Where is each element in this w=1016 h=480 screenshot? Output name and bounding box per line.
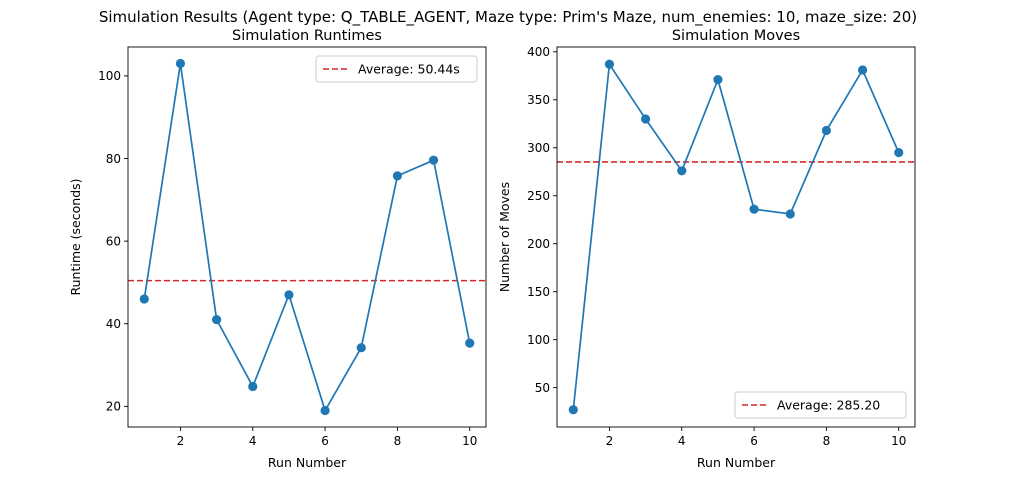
y-tick-label: 400	[527, 45, 550, 59]
legend: Average: 285.20	[734, 391, 907, 419]
axes-frame	[556, 46, 916, 428]
data-point	[677, 166, 687, 176]
x-tick-label: 10	[462, 434, 477, 448]
x-tick-label: 4	[678, 434, 686, 448]
data-point	[356, 343, 366, 353]
data-point	[749, 204, 759, 214]
x-tick-label: 4	[249, 434, 257, 448]
data-point	[568, 405, 578, 415]
data-point	[785, 209, 795, 219]
runtimes-panel: Simulation Runtimes 2 4 6 8 10 20 40 60 80 100 Run …	[68, 28, 487, 470]
x-tick-label: 10	[891, 434, 906, 448]
y-tick-label: 200	[527, 237, 550, 251]
data-point	[211, 315, 222, 325]
y-tick-label: 100	[98, 69, 121, 83]
data-point	[713, 75, 723, 85]
x-tick-label: 8	[823, 434, 831, 448]
chart-title: Simulation Runtimes	[232, 28, 382, 44]
y-tick-label: 350	[527, 93, 550, 107]
legend-label: Average: 285.20	[777, 397, 880, 412]
y-axis-label: Runtime (seconds)	[68, 178, 83, 295]
y-tick-label: 300	[527, 141, 550, 155]
data-point	[139, 294, 149, 304]
chart-title: Simulation Moves	[672, 28, 800, 44]
y-tick-label: 60	[106, 234, 121, 248]
legend-box	[734, 391, 907, 419]
y-tick-label: 20	[106, 400, 121, 414]
series-line	[143, 63, 471, 413]
data-point	[604, 59, 615, 69]
data-point	[640, 114, 651, 124]
data-point	[857, 65, 868, 75]
legend-label: Average: 50.44s	[358, 61, 460, 76]
series-line	[572, 61, 900, 410]
y-tick-label: 250	[527, 189, 550, 203]
y-tick-label: 100	[527, 333, 550, 347]
data-point	[392, 171, 403, 181]
data-point	[248, 381, 258, 392]
moves-panel: Simulation Moves 2 4 6 8 10 50 100 150 200 250 300 3…	[497, 28, 916, 470]
data-point	[465, 338, 475, 348]
x-axis-label: Run Number	[268, 455, 347, 470]
data-point	[428, 155, 439, 165]
x-tick-label: 6	[321, 434, 329, 448]
y-tick-label: 80	[106, 152, 121, 166]
y-tick-label: 40	[106, 317, 121, 331]
legend: Average: 50.44s	[315, 55, 478, 83]
data-point	[894, 147, 904, 158]
figure-suptitle: Simulation Results (Agent type: Q_TABLE_…	[99, 8, 917, 27]
x-tick-label: 6	[750, 434, 758, 448]
data-point	[821, 125, 832, 136]
y-axis-label: Number of Moves	[497, 182, 512, 292]
axes-frame	[127, 46, 487, 428]
data-point	[284, 290, 294, 300]
data-point	[320, 405, 330, 416]
y-tick-label: 150	[527, 285, 550, 299]
x-tick-label: 2	[606, 434, 614, 448]
x-tick-label: 8	[394, 434, 402, 448]
legend-box	[315, 55, 478, 83]
x-tick-label: 2	[177, 434, 185, 448]
data-point	[175, 58, 186, 69]
y-tick-label: 50	[535, 381, 550, 395]
x-axis-label: Run Number	[697, 455, 776, 470]
